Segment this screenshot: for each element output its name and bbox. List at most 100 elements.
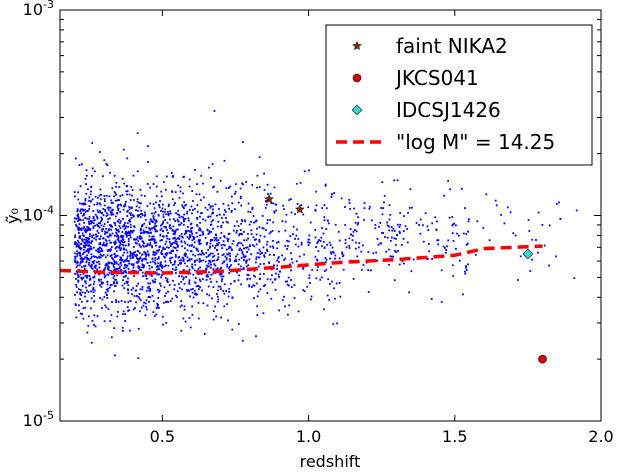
scatter-point: [211, 205, 214, 208]
scatter-point: [106, 249, 109, 252]
scatter-point: [75, 217, 78, 220]
scatter-point: [186, 249, 189, 252]
scatter-point: [225, 257, 228, 260]
scatter-point: [242, 183, 244, 186]
scatter-point: [139, 216, 142, 218]
scatter-point: [82, 208, 84, 211]
scatter-point: [182, 192, 184, 195]
scatter-point: [115, 185, 117, 188]
scatter-point: [83, 213, 86, 216]
scatter-point: [109, 224, 111, 226]
scatter-point: [129, 236, 132, 239]
scatter-point: [96, 230, 99, 232]
scatter-point: [151, 266, 153, 269]
scatter-point: [144, 257, 146, 260]
scatter-point: [157, 265, 160, 268]
scatter-point: [474, 253, 477, 256]
scatter-point: [294, 238, 296, 240]
scatter-point: [250, 229, 253, 232]
scatter-point: [144, 213, 147, 216]
scatter-point: [155, 195, 158, 198]
scatter-point: [274, 203, 277, 206]
scatter-point: [129, 212, 132, 215]
scatter-point: [109, 233, 111, 236]
scatter-point: [91, 198, 94, 201]
scatter-point: [82, 209, 85, 212]
scatter-point: [223, 261, 225, 263]
scatter-point: [257, 290, 260, 293]
scatter-point: [148, 227, 151, 230]
scatter-point: [123, 248, 125, 251]
scatter-point: [78, 264, 81, 267]
scatter-point: [132, 214, 134, 216]
scatter-point: [111, 301, 113, 303]
scatter-point: [79, 291, 82, 294]
scatter-point: [126, 257, 128, 260]
scatter-point: [222, 290, 225, 292]
scatter-point: [205, 275, 208, 278]
scatter-point: [398, 263, 401, 266]
scatter-point: [129, 218, 131, 221]
scatter-point: [223, 235, 225, 237]
scatter-point: [88, 263, 90, 266]
scatter-point: [88, 208, 91, 210]
scatter-point: [226, 265, 229, 268]
scatter-point: [113, 191, 116, 193]
scatter-point: [164, 295, 166, 297]
scatter-point: [255, 282, 258, 285]
scatter-point: [83, 229, 86, 232]
scatter-point: [106, 214, 109, 216]
scatter-point: [263, 273, 265, 275]
scatter-point: [256, 174, 259, 177]
scatter-point: [266, 219, 269, 221]
scatter-point: [531, 258, 533, 261]
scatter-point: [123, 287, 126, 289]
scatter-point: [247, 232, 249, 235]
scatter-point: [107, 287, 110, 290]
scatter-point: [113, 256, 116, 258]
scatter-point: [182, 269, 185, 271]
scatter-point: [215, 268, 218, 271]
scatter-point: [137, 260, 140, 262]
scatter-point: [167, 301, 170, 303]
scatter-point: [91, 142, 94, 144]
scatter-point: [235, 183, 237, 186]
scatter-point: [262, 312, 265, 315]
scatter-point: [127, 232, 129, 234]
scatter-point: [212, 310, 215, 313]
scatter-point: [149, 218, 152, 221]
scatter-point: [268, 253, 271, 256]
scatter-point: [353, 207, 356, 210]
scatter-point: [124, 269, 127, 272]
scatter-point: [467, 220, 470, 223]
scatter-point: [176, 249, 178, 252]
scatter-point: [139, 246, 142, 248]
scatter-point: [181, 245, 184, 248]
scatter-point: [74, 241, 77, 243]
scatter-point: [112, 273, 114, 276]
scatter-point: [326, 219, 329, 222]
scatter-point: [149, 282, 151, 285]
scatter-point: [81, 277, 84, 279]
scatter-point: [146, 250, 149, 253]
scatter-point: [180, 281, 183, 283]
scatter-point: [149, 261, 152, 264]
scatter-point: [108, 266, 110, 269]
scatter-point: [237, 279, 240, 282]
scatter-point: [300, 241, 303, 244]
scatter-point: [103, 276, 106, 279]
scatter-point: [394, 249, 396, 252]
scatter-point: [258, 226, 261, 229]
scatter-point: [208, 294, 211, 297]
scatter-point: [241, 339, 244, 342]
scatter-point: [424, 212, 427, 215]
scatter-point: [73, 220, 76, 223]
log-m-curve-layer: [59, 244, 543, 275]
scatter-point: [154, 228, 157, 231]
scatter-point: [149, 223, 151, 225]
scatter-point: [184, 229, 187, 232]
scatter-point: [452, 240, 455, 242]
scatter-point: [153, 207, 156, 210]
scatter-point: [127, 225, 129, 228]
scatter-point: [177, 256, 180, 259]
